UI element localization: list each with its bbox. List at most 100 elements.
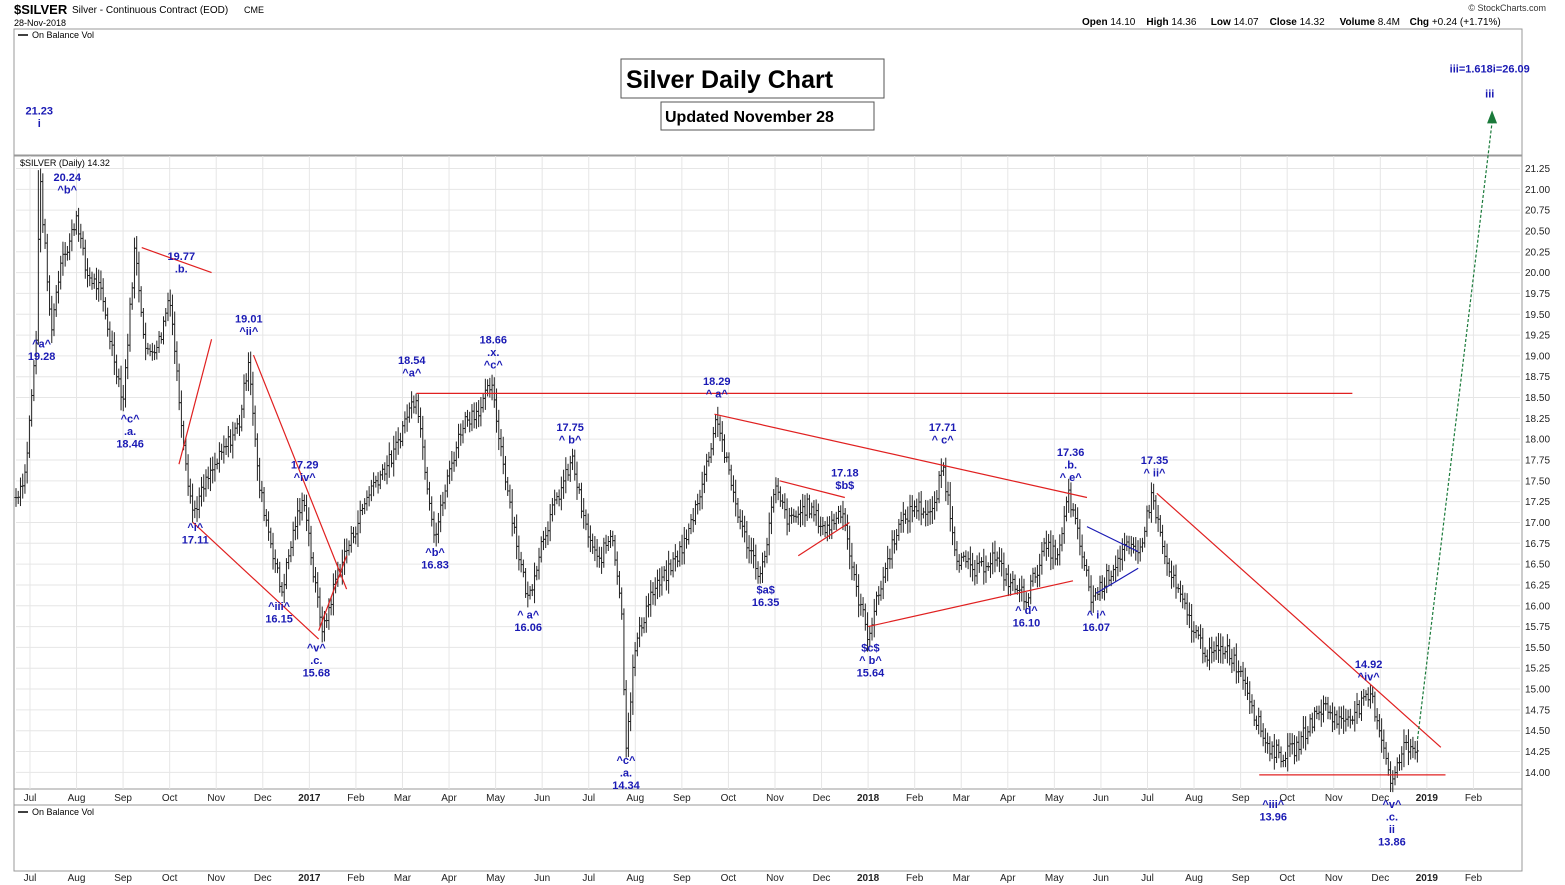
wave-label: $b$: [835, 480, 854, 492]
y-tick-label: 17.50: [1525, 476, 1550, 487]
wave-label: 17.11: [182, 534, 209, 546]
wave-label: 18.54: [398, 355, 426, 367]
x-tick-label: 2017: [298, 793, 321, 804]
main-title-box: [620, 58, 885, 99]
x-tick-label-bottom: Oct: [1279, 873, 1295, 884]
wave-label: .c.: [310, 655, 322, 667]
x-tick-label-bottom: Mar: [953, 873, 971, 884]
x-axis-labels-bottom: Jul Aug Sep Oct Nov Dec 2017 Feb Mar Apr May Jun Jul…: [24, 873, 1483, 884]
wave-label: 18.29: [703, 376, 731, 388]
wave-label: ^iii^: [1262, 799, 1285, 811]
y-tick-label: 19.50: [1525, 310, 1550, 321]
wave-label: ^ b^: [559, 434, 582, 446]
x-tick-label-bottom: Dec: [254, 873, 272, 884]
y-tick-label: 14.75: [1525, 705, 1550, 716]
x-tick-label-bottom: Apr: [441, 873, 457, 884]
x-tick-label-bottom: Feb: [347, 873, 365, 884]
wave-label: ^i^: [187, 522, 203, 534]
x-tick-label: Aug: [1185, 793, 1203, 804]
top-indicator-label: On Balance Vol: [32, 30, 94, 40]
y-tick-label: 14.25: [1525, 747, 1550, 758]
wave-label: 19.01: [235, 314, 263, 326]
wave-label: 19.28: [28, 351, 56, 363]
wave-label: 15.64: [857, 668, 885, 680]
x-tick-label: Dec: [254, 793, 272, 804]
wave-label: 16.35: [752, 597, 780, 609]
trendline-red: [141, 247, 212, 274]
wave-label: 21.23: [26, 105, 54, 117]
y-tick-label: 16.50: [1525, 560, 1550, 571]
wave-label: .a.: [124, 426, 136, 438]
updated-label: Updated November 28: [665, 109, 834, 126]
x-tick-label-bottom: Feb: [906, 873, 924, 884]
wave-label: ^a^: [402, 368, 422, 380]
stat-open: Open 14.10: [1082, 17, 1136, 28]
wave-label: ^c^: [484, 359, 504, 371]
y-tick-label: 19.00: [1525, 351, 1550, 362]
trendline-red: [192, 522, 320, 640]
wave-label: ii: [1389, 824, 1395, 836]
trendline-red: [178, 339, 213, 465]
x-tick-label-bottom: Jun: [534, 873, 550, 884]
wave-label: ^ b^: [859, 655, 882, 667]
x-tick-label-bottom: Feb: [1465, 873, 1483, 884]
stat-chg: Chg +0.24 (+1.71%): [1410, 17, 1501, 28]
wave-label: ^c^: [121, 414, 141, 426]
x-tick-label-bottom: 2017: [298, 873, 321, 884]
x-tick-label: Nov: [207, 793, 225, 804]
wave-label: iii: [1485, 89, 1494, 101]
wave-label: 16.15: [265, 613, 293, 625]
y-tick-label: 18.00: [1525, 435, 1550, 446]
x-tick-label: Jul: [24, 793, 37, 804]
x-tick-label-bottom: Oct: [721, 873, 737, 884]
wave-label: 14.34: [612, 780, 640, 792]
x-tick-label: 2018: [857, 793, 880, 804]
exchange-label: CME: [244, 5, 264, 15]
wave-label: 16.83: [421, 559, 449, 571]
y-tick-label: 19.75: [1525, 289, 1550, 300]
trendline-red: [779, 480, 845, 499]
projection-arrowhead: [1487, 110, 1498, 124]
wave-label: ^ d^: [1015, 605, 1038, 617]
x-tick-label: Feb: [1465, 793, 1483, 804]
wave-label: ^b^: [425, 547, 445, 559]
x-tick-label: Nov: [1325, 793, 1343, 804]
wave-label: $c$: [861, 643, 879, 655]
x-tick-label: Oct: [1279, 793, 1295, 804]
x-tick-label-bottom: Sep: [673, 873, 691, 884]
wave-label: ^iii^: [268, 601, 291, 613]
x-tick-label-bottom: Sep: [114, 873, 132, 884]
stat-high: High 14.36: [1146, 17, 1196, 28]
x-tick-label-bottom: Dec: [813, 873, 831, 884]
wave-label: 20.24: [53, 172, 81, 184]
trendline-red: [318, 555, 348, 631]
wave-label: ^ e^: [1060, 472, 1083, 484]
wave-label: iii=1.618i=26.09: [1450, 64, 1530, 76]
stat-close: Close 14.32: [1270, 17, 1325, 28]
trendline-red: [714, 413, 1088, 499]
y-tick-label: 15.75: [1525, 622, 1550, 633]
x-tick-label: Sep: [1232, 793, 1250, 804]
x-tick-label: Apr: [441, 793, 457, 804]
y-tick-label: 16.00: [1525, 601, 1550, 612]
wave-label: 15.68: [303, 668, 331, 680]
y-tick-label: 18.25: [1525, 414, 1550, 425]
wave-label: ^ a^: [517, 609, 540, 621]
wave-label: 17.29: [291, 459, 319, 471]
y-tick-label: 20.75: [1525, 206, 1550, 217]
x-tick-label: Apr: [1000, 793, 1016, 804]
wave-label: 13.96: [1259, 812, 1287, 824]
x-tick-label: Jun: [534, 793, 550, 804]
x-tick-label-bottom: Nov: [207, 873, 225, 884]
y-tick-label: 18.75: [1525, 372, 1550, 383]
y-tick-label: 21.25: [1525, 164, 1550, 175]
trendline-blue: [1086, 526, 1139, 553]
x-tick-label-bottom: Jul: [24, 873, 37, 884]
x-tick-label-bottom: May: [1045, 873, 1064, 884]
wave-label: 19.77: [168, 251, 196, 263]
symbol-label: $SILVER: [14, 2, 68, 17]
y-tick-label: 19.25: [1525, 331, 1550, 342]
trendlines: [141, 110, 1498, 776]
wave-label: 17.75: [556, 422, 584, 434]
